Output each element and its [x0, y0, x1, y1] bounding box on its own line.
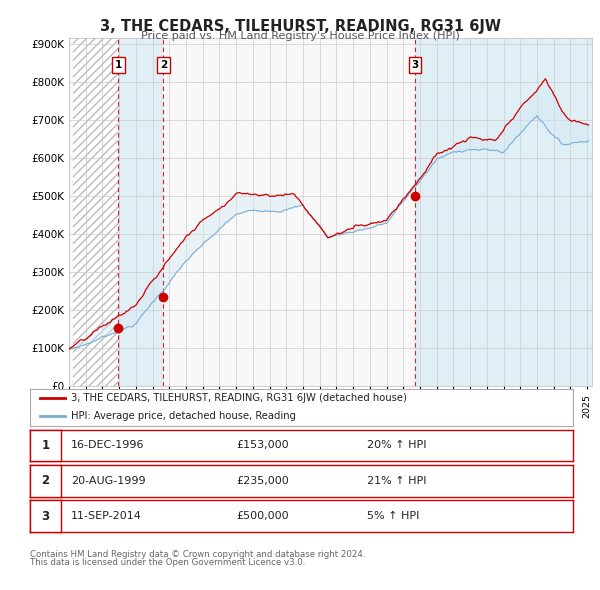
Text: 11-SEP-2014: 11-SEP-2014 [71, 512, 142, 521]
Text: HPI: Average price, detached house, Reading: HPI: Average price, detached house, Read… [71, 411, 296, 421]
Text: This data is licensed under the Open Government Licence v3.0.: This data is licensed under the Open Gov… [30, 558, 305, 567]
Bar [415, 38, 592, 386]
Text: 1: 1 [41, 439, 50, 452]
Text: 1: 1 [115, 60, 122, 70]
Text: 3: 3 [412, 60, 419, 70]
Text: Price paid vs. HM Land Registry's House Price Index (HPI): Price paid vs. HM Land Registry's House … [140, 31, 460, 41]
Text: 20-AUG-1999: 20-AUG-1999 [71, 476, 145, 486]
Text: 3: 3 [41, 510, 50, 523]
Text: £153,000: £153,000 [236, 441, 289, 450]
Text: 21% ↑ HPI: 21% ↑ HPI [367, 476, 426, 486]
Text: 20% ↑ HPI: 20% ↑ HPI [367, 441, 426, 450]
Text: £500,000: £500,000 [236, 512, 289, 521]
Text: 2: 2 [160, 60, 167, 70]
Text: 2: 2 [41, 474, 50, 487]
Bar [118, 38, 163, 386]
Text: 5% ↑ HPI: 5% ↑ HPI [367, 512, 419, 521]
Text: £235,000: £235,000 [236, 476, 289, 486]
Text: Contains HM Land Registry data © Crown copyright and database right 2024.: Contains HM Land Registry data © Crown c… [30, 550, 365, 559]
Text: 16-DEC-1996: 16-DEC-1996 [71, 441, 144, 450]
Text: 3, THE CEDARS, TILEHURST, READING, RG31 6JW (detached house): 3, THE CEDARS, TILEHURST, READING, RG31 … [71, 393, 407, 403]
Bar [73, 38, 118, 386]
Text: 3, THE CEDARS, TILEHURST, READING, RG31 6JW: 3, THE CEDARS, TILEHURST, READING, RG31 … [100, 19, 500, 34]
